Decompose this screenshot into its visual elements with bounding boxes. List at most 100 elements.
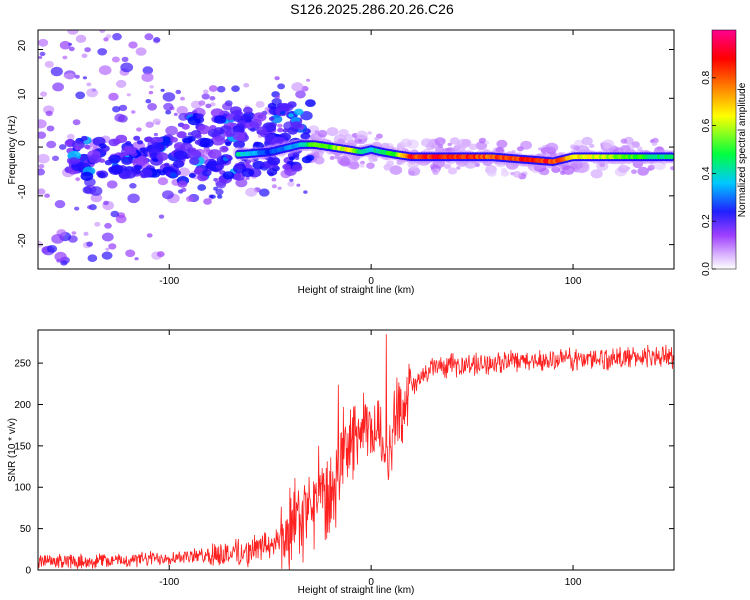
spectral-noise-blob [274,76,280,81]
spectral-cluster-blob [267,156,281,166]
spectral-noise-blob [620,138,628,144]
spectral-cluster-blob [294,108,304,116]
spectral-cluster-blob [222,171,235,180]
spectral-noise-blob [74,74,80,79]
spectral-noise-blob [209,96,216,101]
spectral-cluster-blob [201,169,212,177]
spectral-noise-blob [389,165,403,175]
spectral-noise-blob [144,33,154,41]
snr-y-tick-label: 50 [20,524,32,535]
spectral-noise-blob [44,60,54,68]
spectral-cluster-blob [280,110,286,115]
spectral-noise-blob [570,144,576,149]
spectral-cluster-blob [121,156,133,165]
snr-y-tick-label: 250 [14,359,31,370]
spectral-noise-blob [108,243,117,250]
spectral-noise-blob [349,161,360,170]
spectral-cluster-blob [241,168,255,178]
spectral-cluster-blob [270,115,283,124]
spectral-noise-blob [114,113,126,123]
spectral-cluster-blob [80,171,94,181]
spectral-cluster-blob [233,172,245,181]
spectral-noise-blob [213,177,218,182]
spectral-noise-blob [306,78,311,82]
spectral-noise-blob [386,160,394,166]
spectral-noise-blob [178,167,190,177]
spectral-cluster-blob [68,157,80,165]
spectrogram-y-tick-label: 20 [17,40,28,52]
spectral-noise-blob [163,102,174,111]
spectral-noise-blob [131,110,136,114]
spectral-cluster-blob [124,146,137,155]
spectral-cluster-blob [252,160,265,170]
spectral-noise-blob [141,72,154,83]
spectral-noise-blob [94,221,101,227]
spectral-noise-blob [215,188,224,196]
spectral-noise-blob [277,123,283,128]
spectral-noise-blob [516,146,524,152]
spectral-noise-blob [475,141,488,151]
snr-y-ticks: 0 50 100 150 200 250 [14,359,674,577]
spectral-noise-blob [620,144,631,153]
spectral-noise-blob [54,251,67,262]
spectral-noise-blob [120,62,134,73]
spectral-cluster-blob [235,164,243,170]
spectral-cluster-blob [133,135,141,141]
spectral-cluster-blob [292,164,303,172]
spectral-noise-blob [158,214,165,219]
spectral-cluster-blob [97,172,106,178]
spectral-noise-blob [87,254,98,262]
spectral-cluster-blob [232,131,246,141]
snr-x-label: Height of straight line (km) [298,585,415,596]
snr-x-tick-label: -100 [159,577,179,588]
spectral-cluster-blob [225,154,232,160]
spectral-noise-blob [46,140,57,149]
spectral-noise-blob [121,56,129,63]
spectral-noise-blob [106,180,118,189]
spectral-noise-blob [296,183,301,187]
spectral-noise-blob [146,233,153,238]
spectral-noise-blob [213,186,219,191]
spectral-noise-blob [245,176,250,180]
colorbar-tick-label: 0.6 [701,118,712,132]
spectral-noise-blob [631,169,637,174]
spectral-noise-blob [40,91,48,97]
spectral-noise-blob [38,119,47,129]
spectral-noise-blob [162,92,176,102]
spectral-cluster-blob [179,142,193,152]
spectral-noise-blob [97,48,108,56]
spectral-cluster-blob [66,140,73,146]
snr-panel: -100 0 100 0 50 100 150 200 250 Height of strai… [7,329,675,596]
spectral-noise-blob [176,105,188,115]
spectral-noise-blob [116,79,127,88]
spectral-noise-blob [86,88,99,98]
spectral-noise-blob [400,138,413,148]
spectrogram-x-tick-label: -100 [159,276,179,287]
spectral-cluster-blob [170,137,179,143]
spectral-noise-blob [245,187,258,197]
colorbar-gradient [711,29,737,270]
spectral-noise-blob [84,47,91,53]
spectral-noise-blob [59,40,71,50]
snr-frame [37,329,675,571]
spectral-noise-blob [75,177,81,182]
spectral-noise-blob [135,47,147,56]
spectrogram-y-tick-label: -20 [17,233,28,248]
spectral-noise-blob [165,109,172,115]
spectral-noise-blob [38,164,45,169]
spectral-cluster-blob [305,99,316,107]
spectral-noise-blob [343,133,354,142]
spectral-noise-blob [162,190,174,200]
spectral-noise-blob [589,143,595,148]
spectral-noise-blob [82,186,93,194]
spectral-noise-blob [39,51,46,57]
colorbar-ticks: 0.0 0.2 0.4 0.6 0.8 [701,70,716,276]
spectral-noise-blob [216,85,226,93]
spectral-noise-blob [374,136,380,141]
spectral-noise-blob [484,140,490,145]
spectral-noise-blob [334,154,340,160]
spectral-noise-blob [65,72,75,80]
spectral-noise-blob [63,74,68,78]
spectral-noise-blob [160,88,165,92]
